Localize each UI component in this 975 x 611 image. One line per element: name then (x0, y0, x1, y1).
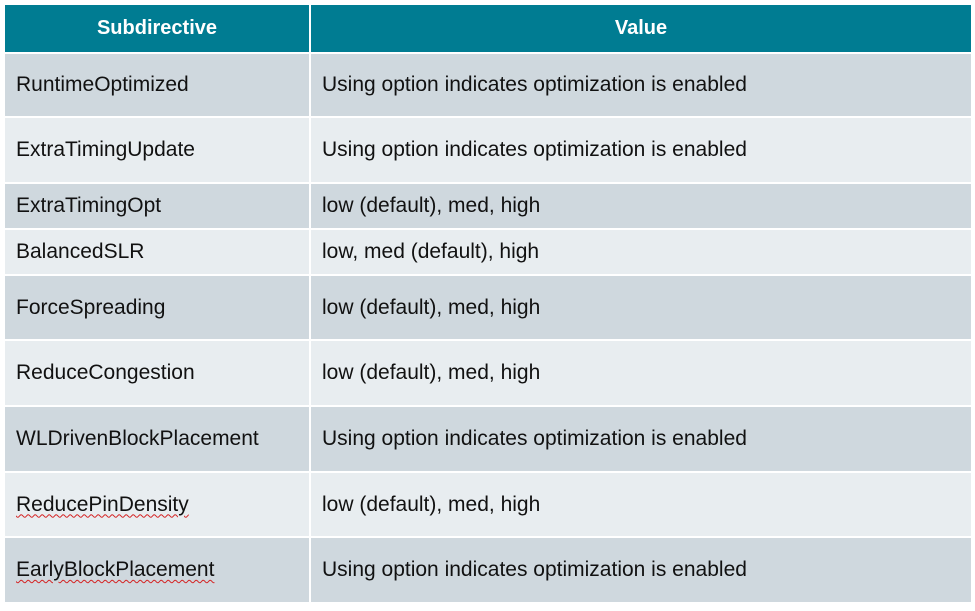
subdirective-cell: BalancedSLR (5, 228, 311, 275)
subdirective-cell: RuntimeOptimized (5, 52, 311, 117)
subdirective-cell: ExtraTimingUpdate (5, 116, 311, 183)
subdirective-cell: ForceSpreading (5, 274, 311, 340)
value-cell: low (default), med, high (310, 274, 971, 340)
table-row: ExtraTimingUpdate Using option indicates… (5, 116, 971, 183)
table-row: RuntimeOptimized Using option indicates … (5, 52, 971, 117)
table-row: WLDrivenBlockPlacement Using option indi… (5, 405, 971, 472)
header-value: Value (310, 5, 971, 53)
subdirective-table-container: Subdirective Value RuntimeOptimized Usin… (5, 5, 971, 602)
table-row: ExtraTimingOpt low (default), med, high (5, 182, 971, 229)
subdirective-cell: ReduceCongestion (5, 339, 311, 406)
table-row: ReducePinDensity low (default), med, hig… (5, 471, 971, 537)
value-cell: Using option indicates optimization is e… (310, 405, 971, 472)
table-row: EarlyBlockPlacement Using option indicat… (5, 536, 971, 602)
spellcheck-flagged-text: ReducePinDensity (16, 492, 189, 516)
table-row: ReduceCongestion low (default), med, hig… (5, 339, 971, 406)
value-cell: low (default), med, high (310, 471, 971, 537)
subdirective-cell: WLDrivenBlockPlacement (5, 405, 311, 472)
value-cell: low (default), med, high (310, 182, 971, 229)
table-header-row: Subdirective Value (5, 5, 971, 53)
value-cell: Using option indicates optimization is e… (310, 52, 971, 117)
subdirective-cell: EarlyBlockPlacement (5, 536, 311, 602)
subdirective-table: Subdirective Value RuntimeOptimized Usin… (5, 5, 971, 602)
subdirective-cell: ExtraTimingOpt (5, 182, 311, 229)
spellcheck-flagged-text: EarlyBlockPlacement (16, 558, 215, 581)
header-subdirective: Subdirective (5, 5, 311, 53)
value-cell: low (default), med, high (310, 339, 971, 406)
subdirective-cell: ReducePinDensity (5, 471, 311, 537)
table-row: BalancedSLR low, med (default), high (5, 228, 971, 275)
table-row: ForceSpreading low (default), med, high (5, 274, 971, 340)
value-cell: low, med (default), high (310, 228, 971, 275)
value-cell: Using option indicates optimization is e… (310, 116, 971, 183)
value-cell: Using option indicates optimization is e… (310, 536, 971, 602)
